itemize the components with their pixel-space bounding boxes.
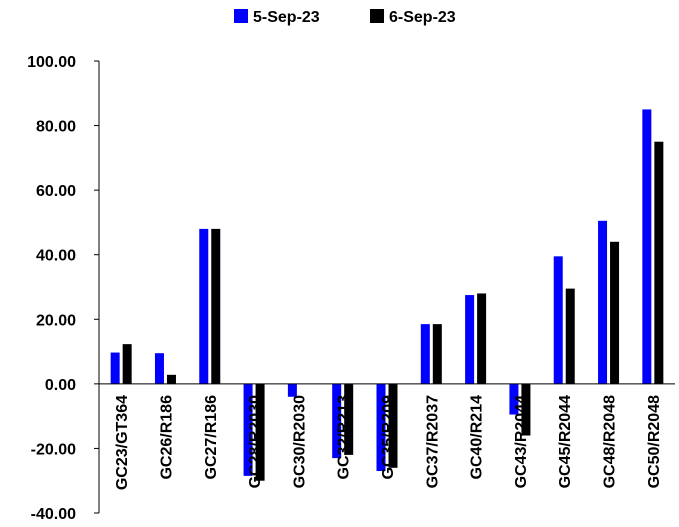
y-axis: -40.00 -20.00 0.00 20.00 40.00 60.00 80.00 100.… xyxy=(27,54,100,523)
y-tick-label: -20.00 xyxy=(31,441,76,458)
x-tick-label: GC27/R186 xyxy=(203,395,220,480)
bar-series1-gc40-r214 xyxy=(465,295,475,384)
bar-series1-gc26-r186 xyxy=(154,353,164,384)
bar-series2-gc48-r2048 xyxy=(610,241,620,384)
legend-swatch-2 xyxy=(370,9,384,23)
x-tick-label: GC37/R2037 xyxy=(424,395,441,488)
bar-series2-gc43-r2044 xyxy=(521,383,531,436)
bar-series1-gc48-r2048 xyxy=(598,220,608,384)
bar-series1-gc37-r2037 xyxy=(420,324,430,384)
y-tick-label: 80.00 xyxy=(36,119,76,136)
legend-label-2: 6-Sep-23 xyxy=(389,9,456,26)
bar-series1-gc32-r213 xyxy=(332,383,342,459)
legend-label-1: 5-Sep-23 xyxy=(253,9,320,26)
x-tick-label: GC26/R186 xyxy=(158,395,175,480)
bar-series1-gc28-r2030 xyxy=(243,383,253,476)
y-tick-label: -40.00 xyxy=(31,506,76,523)
bars xyxy=(110,109,664,481)
bar-series2-gc27-r186 xyxy=(211,228,221,384)
y-tick-label: 0.00 xyxy=(45,377,76,394)
legend-swatch-1 xyxy=(234,9,248,23)
y-tick-label: 100.00 xyxy=(27,54,76,71)
x-tick-label: GC28/R2030 xyxy=(247,395,264,488)
x-tick-label: GC23/GT364 xyxy=(114,395,131,490)
x-tick-label: GC45/R2044 xyxy=(557,395,574,488)
bar-series2-gc26-r186 xyxy=(166,374,176,384)
x-tick-label: GC48/R2048 xyxy=(602,395,619,488)
x-tick-label: GC50/R2048 xyxy=(646,395,663,488)
x-tick-label: GC35/R209 xyxy=(380,395,397,480)
x-tick-label: GC32/R213 xyxy=(336,395,353,480)
bar-series2-gc45-r2044 xyxy=(565,288,575,384)
bar-series2-gc50-r2048 xyxy=(654,141,664,384)
y-tick-label: 40.00 xyxy=(36,248,76,265)
bar-series1-gc45-r2044 xyxy=(553,256,563,384)
bar-series2-gc28-r2030 xyxy=(255,383,265,481)
legend: 5-Sep-23 6-Sep-23 xyxy=(234,9,456,26)
bar-series2-gc23-gt364 xyxy=(122,344,132,384)
bar-series1-gc50-r2048 xyxy=(642,109,652,384)
bar-series2-gc40-r214 xyxy=(477,293,487,384)
y-tick-label: 60.00 xyxy=(36,183,76,200)
x-tick-label: GC30/R2030 xyxy=(291,395,308,488)
bar-series1-gc30-r2030 xyxy=(287,383,297,397)
y-tick-label: 20.00 xyxy=(36,312,76,329)
bar-series1-gc43-r2044 xyxy=(509,383,519,415)
bar-series2-gc35-r209 xyxy=(388,383,398,468)
x-tick-label: GC43/R2044 xyxy=(513,395,530,488)
x-tick-label: GC40/R214 xyxy=(469,395,486,480)
bar-series1-gc35-r209 xyxy=(376,383,386,472)
bar-series2-gc37-r2037 xyxy=(432,324,442,384)
bar-series1-gc23-gt364 xyxy=(110,352,120,384)
bar-series2-gc32-r213 xyxy=(344,383,354,455)
x-axis: GC23/GT364 GC26/R186 GC27/R186 GC28/R2030 GC… xyxy=(99,383,675,490)
bar-series1-gc27-r186 xyxy=(199,228,209,384)
